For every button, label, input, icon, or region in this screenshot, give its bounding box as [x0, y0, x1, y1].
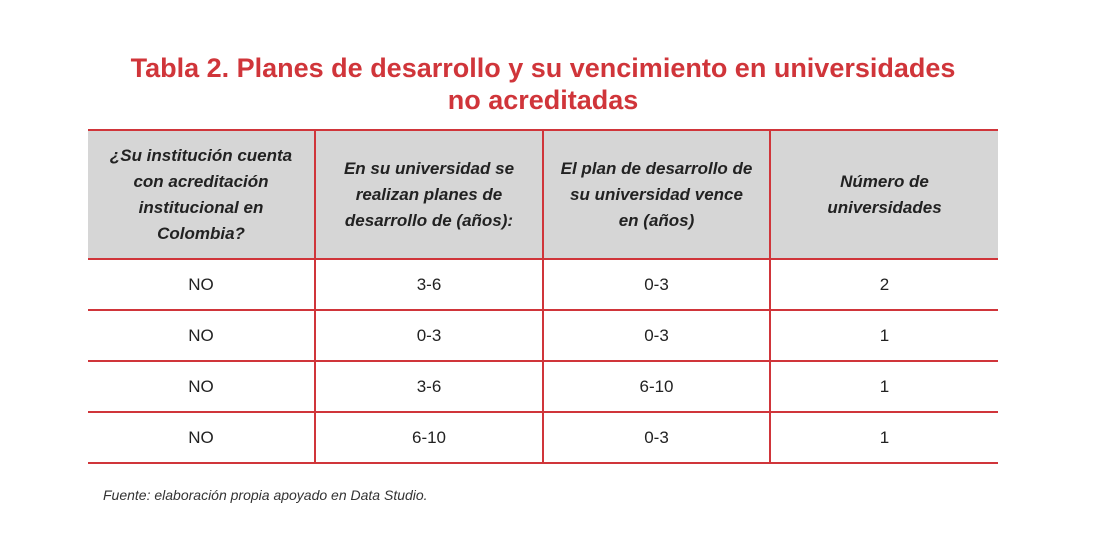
cell-university-count: 1	[769, 360, 998, 413]
table-row: NO 6-10 0-3 1	[88, 411, 998, 464]
table-header: ¿Su institución cuenta con acreditación …	[88, 129, 998, 260]
data-table: ¿Su institución cuenta con acreditación …	[88, 129, 998, 464]
cell-plan-years: 3-6	[314, 258, 544, 311]
cell-accreditation: NO	[88, 258, 316, 311]
table-title-line-1: Tabla 2. Planes de desarrollo y su venci…	[130, 53, 956, 83]
cell-plan-expires: 0-3	[542, 309, 771, 362]
cell-plan-years: 6-10	[314, 411, 544, 464]
cell-university-count: 1	[769, 309, 998, 362]
header-plan-expires: El plan de desarrollo de su universidad …	[542, 129, 771, 260]
table-row: NO 0-3 0-3 1	[88, 309, 998, 362]
table-row: NO 3-6 6-10 1	[88, 360, 998, 413]
table-title-line-2: no acreditadas	[447, 85, 639, 115]
header-university-count: Número de universidades	[769, 129, 998, 260]
table-row: NO 3-6 0-3 2	[88, 258, 998, 311]
table-body: NO 3-6 0-3 2 NO 0-3 0-3 1 NO 3-6 6-10 1 …	[88, 258, 998, 464]
cell-plan-years: 3-6	[314, 360, 544, 413]
cell-accreditation: NO	[88, 411, 316, 464]
cell-university-count: 1	[769, 411, 998, 464]
cell-plan-expires: 0-3	[542, 411, 771, 464]
cell-plan-expires: 0-3	[542, 258, 771, 311]
table-title: Tabla 2. Planes de desarrollo y su venci…	[88, 52, 998, 116]
cell-accreditation: NO	[88, 309, 316, 362]
header-accreditation: ¿Su institución cuenta con acreditación …	[88, 129, 316, 260]
header-row: ¿Su institución cuenta con acreditación …	[88, 129, 998, 260]
cell-university-count: 2	[769, 258, 998, 311]
source-note: Fuente: elaboración propia apoyado en Da…	[103, 487, 428, 503]
cell-plan-years: 0-3	[314, 309, 544, 362]
cell-plan-expires: 6-10	[542, 360, 771, 413]
cell-accreditation: NO	[88, 360, 316, 413]
header-plan-years: En su universidad se realizan planes de …	[314, 129, 544, 260]
